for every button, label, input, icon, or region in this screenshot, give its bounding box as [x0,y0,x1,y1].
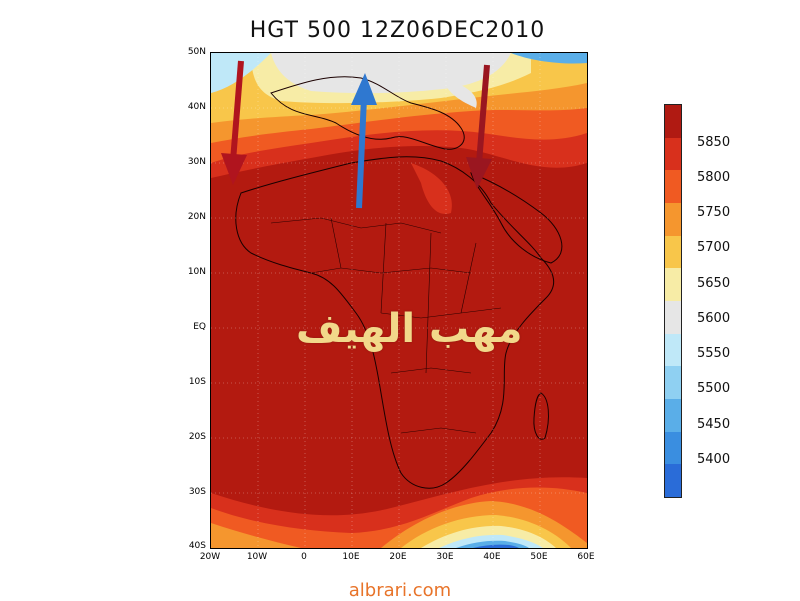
colorbar-segment [665,399,681,433]
lat-label-10n: 10N [187,267,206,277]
colorbar-label-5650: 5650 [697,276,731,291]
lat-label-40n: 40N [187,102,206,112]
colorbar-label-5700: 5700 [697,240,731,255]
lon-label-10e: 10E [342,552,360,562]
lat-label-30s: 30S [188,487,206,497]
colorbar-segment [665,333,681,367]
lat-lon-grid [211,53,587,548]
colorbar-segment [665,203,681,237]
colorbar-label-5450: 5450 [697,417,731,432]
height-band-5800-sahara [411,163,452,214]
lat-label-20s: 20S [188,432,206,442]
contour-field [211,53,587,548]
height-band-5550-east [441,78,477,108]
north-arrow [351,73,377,209]
lat-label-10s: 10S [188,377,206,387]
lon-label-10w: 10W [246,552,268,562]
lon-label-40e: 40E [483,552,501,562]
colorbar-segment [665,137,681,171]
colorbar-label-5850: 5850 [697,135,731,150]
lat-label-eq: EQ [193,322,206,332]
lon-label-30e: 30E [436,552,454,562]
west-arrow [221,60,247,185]
lat-label-50n: 50N [187,47,206,57]
colorbar-label-5500: 5500 [697,381,731,396]
east-arrow [466,64,492,189]
overlay-arabic-text: مهب الهيف [296,306,523,352]
lat-label-30n: 30N [187,157,206,167]
lon-label-20e: 20E [389,552,407,562]
colorbar-segment [665,464,681,498]
europe-coastline [270,76,465,150]
colorbar-label-5800: 5800 [697,170,731,185]
colorbar-label-5750: 5750 [697,205,731,220]
colorbar-segment [665,268,681,302]
height-band-5700-southwest [211,523,301,548]
height-band-5450-north [511,53,587,64]
colorbar [664,104,682,498]
footer-site-name: albrari.com [348,580,452,601]
height-band-5400-south [473,544,519,548]
colorbar-segment [665,105,681,139]
lat-label-20n: 20N [187,212,206,222]
colorbar-segment [665,366,681,400]
lon-label-0: 0 [301,552,307,562]
africa-coastline [235,156,555,489]
lat-label-40s: 40S [188,541,206,551]
lon-label-20w: 20W [199,552,221,562]
map-plot [210,52,588,549]
map-title: HGT 500 12Z06DEC2010 [249,18,546,43]
colorbar-label-5600: 5600 [697,311,731,326]
country-borders [270,217,502,434]
colorbar-label-5400: 5400 [697,452,731,467]
lon-label-60e: 60E [577,552,595,562]
colorbar-label-5550: 5550 [697,346,731,361]
colorbar-segment [665,301,681,335]
colorbar-segment [665,170,681,204]
madagascar-coastline [533,392,549,440]
colorbar-segment [665,235,681,269]
lon-label-50e: 50E [530,552,548,562]
colorbar-segment [665,431,681,465]
arabia-coastline [470,172,563,264]
